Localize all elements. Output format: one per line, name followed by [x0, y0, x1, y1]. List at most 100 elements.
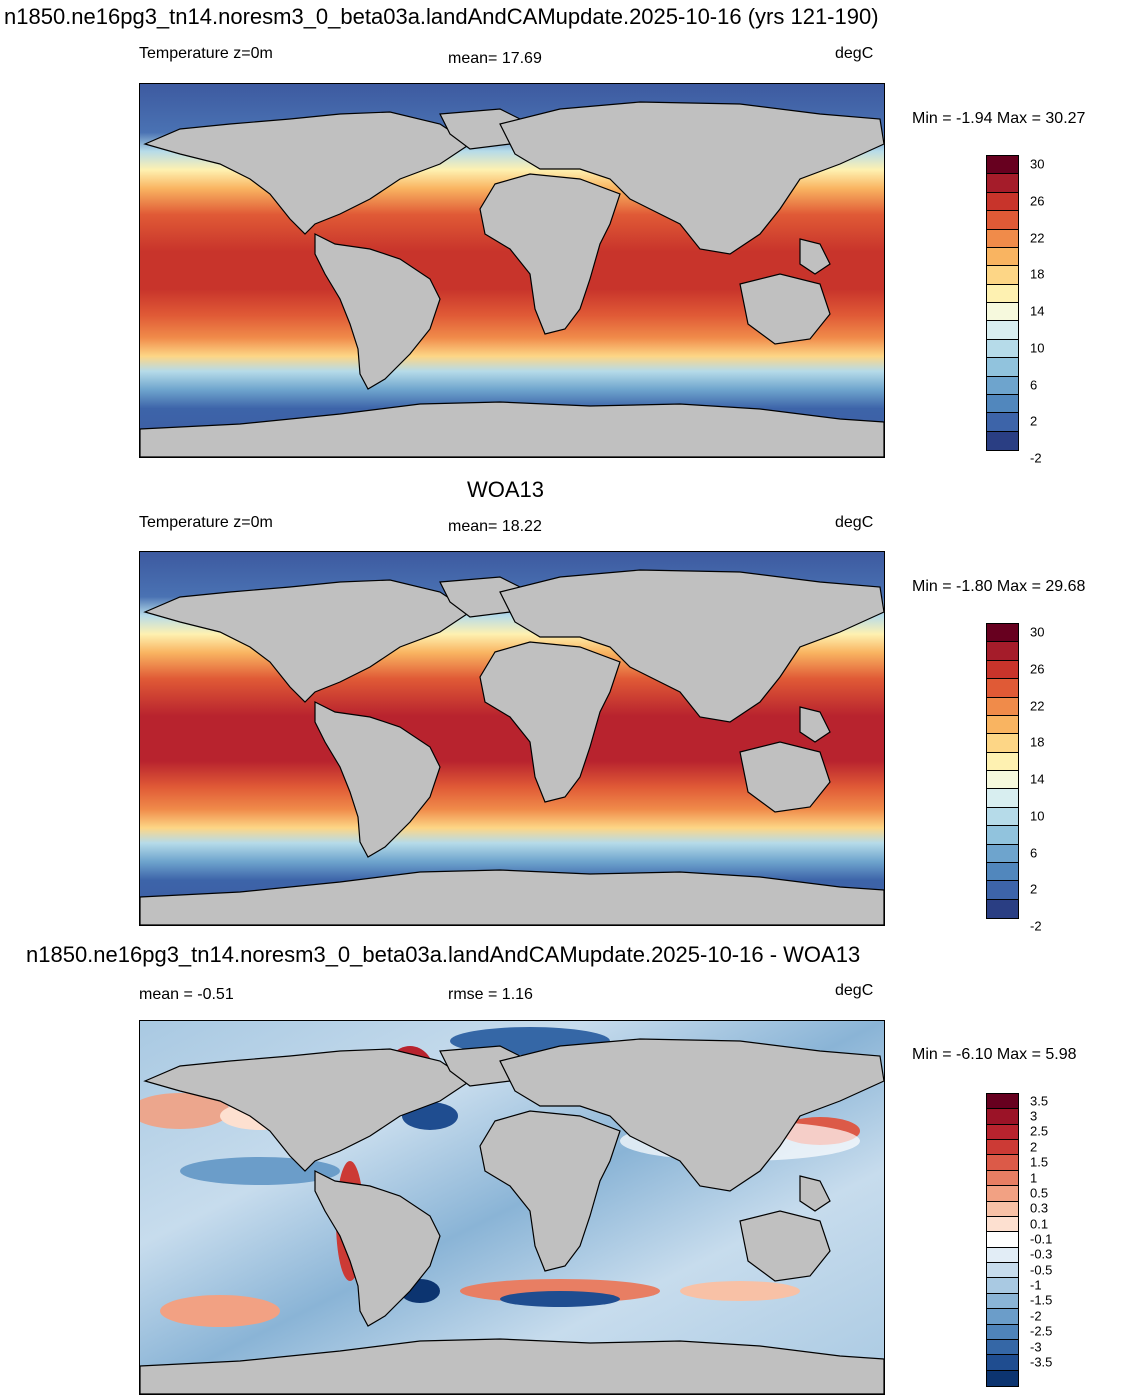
colorbar-swatch: [986, 393, 1019, 414]
colorbar-tick-label: 26: [1030, 661, 1045, 677]
colorbar-swatch: [986, 1308, 1019, 1325]
colorbar-tick-label: -0.5: [1030, 1262, 1053, 1278]
colorbar-swatch: [986, 1185, 1019, 1202]
colorbar-tick-label: 1: [1030, 1170, 1038, 1186]
colorbar-tick-label: 22: [1030, 230, 1045, 246]
colorbar-tick-label: 2: [1030, 1139, 1038, 1155]
colorbar-swatch: [986, 751, 1019, 771]
colorbar-swatch: [986, 861, 1019, 882]
land-masses: [140, 1038, 884, 1394]
panel3-title: n1850.ne16pg3_tn14.noresm3_0_beta03a.lan…: [26, 942, 861, 967]
panel2-variable-label: Temperature z=0m: [139, 514, 273, 531]
colorbar-swatch: [986, 412, 1019, 432]
colorbar-tick-label: 18: [1030, 266, 1045, 282]
colorbar-tick-label: -1: [1030, 1277, 1042, 1293]
colorbar-swatch: [986, 843, 1019, 863]
panel3-mean-label: mean = -0.51: [139, 986, 234, 1003]
panel2-map-svg: [140, 552, 884, 925]
colorbar-swatch: [986, 733, 1019, 753]
colorbar-swatch: [986, 246, 1019, 267]
colorbar-tick-label: -3.5: [1030, 1354, 1053, 1370]
panel3-rmse-label: rmse = 1.16: [448, 986, 533, 1003]
colorbar-tick-label: 2: [1030, 413, 1038, 429]
colorbar-swatch: [986, 1231, 1019, 1248]
colorbar-tick-label: -1.5: [1030, 1292, 1053, 1308]
colorbar-swatch: [986, 1292, 1019, 1310]
colorbar-tick-label: -3: [1030, 1339, 1042, 1355]
panel1-units-label: degC: [835, 45, 874, 62]
figure-title: n1850.ne16pg3_tn14.noresm3_0_beta03a.lan…: [4, 4, 879, 29]
colorbar-swatch: [986, 714, 1019, 735]
colorbar-swatch: [986, 659, 1019, 680]
colorbar-tick-label: 2.5: [1030, 1123, 1049, 1139]
colorbar-swatch: [986, 1093, 1019, 1110]
colorbar-tick-label: -2: [1030, 918, 1042, 934]
colorbar-tick-label: -2.5: [1030, 1323, 1053, 1339]
colorbar-swatch: [986, 880, 1019, 900]
colorbar-swatch: [986, 338, 1019, 359]
colorbar-swatch: [986, 623, 1019, 643]
panel2-title: WOA13: [467, 477, 545, 502]
colorbar-swatch: [986, 1246, 1019, 1264]
panel1-minmax-label: Min = -1.94 Max = 30.27: [912, 110, 1086, 127]
colorbar-tick-label: 0.3: [1030, 1200, 1049, 1216]
colorbar-swatch: [986, 1369, 1019, 1387]
land-masses: [140, 569, 884, 925]
colorbar-tick-label: 30: [1030, 624, 1045, 640]
colorbar-swatch: [986, 191, 1019, 212]
colorbar-swatch: [986, 1354, 1019, 1371]
colorbar-swatch: [986, 1215, 1019, 1233]
colorbar-swatch: [986, 1123, 1019, 1141]
panel2-units-label: degC: [835, 514, 874, 531]
colorbar-tick-label: -0.1: [1030, 1231, 1053, 1247]
colorbar-swatch: [986, 696, 1019, 716]
colorbar-tick-label: 2: [1030, 881, 1038, 897]
colorbar-swatch: [986, 430, 1019, 451]
colorbar-tick-label: 1.5: [1030, 1154, 1049, 1170]
colorbar-swatch: [986, 1169, 1019, 1187]
colorbar-tick-label: -2: [1030, 450, 1042, 466]
colorbar-swatch: [986, 806, 1019, 827]
colorbar-swatch: [986, 155, 1019, 175]
panel3-units-label: degC: [835, 982, 874, 999]
panel1-mean-label: mean= 17.69: [448, 50, 542, 67]
land-masses: [140, 101, 884, 457]
colorbar-swatch: [986, 1108, 1019, 1125]
colorbar-tick-label: 14: [1030, 303, 1045, 319]
colorbar-swatch: [986, 788, 1019, 808]
colorbar-swatch: [986, 375, 1019, 395]
panel2-map: [139, 551, 885, 926]
colorbar-swatch: [986, 770, 1019, 790]
colorbar-swatch: [986, 898, 1019, 919]
colorbar-tick-label: 10: [1030, 808, 1045, 824]
colorbar-swatch: [986, 1139, 1019, 1156]
colorbar-swatch: [986, 1323, 1019, 1340]
colorbar-swatch: [986, 678, 1019, 698]
colorbar-tick-label: 14: [1030, 771, 1045, 787]
colorbar-tick-label: 3.5: [1030, 1093, 1049, 1109]
colorbar-tick-label: 6: [1030, 845, 1038, 861]
colorbar-tick-label: 22: [1030, 698, 1045, 714]
colorbar-tick-label: 18: [1030, 734, 1045, 750]
colorbar-tick-label: -2: [1030, 1308, 1042, 1324]
colorbar-swatch: [986, 283, 1019, 303]
colorbar-swatch: [986, 1262, 1019, 1279]
panel2-minmax-label: Min = -1.80 Max = 29.68: [912, 578, 1086, 595]
colorbar-swatch: [986, 302, 1019, 322]
panel3-minmax-label: Min = -6.10 Max = 5.98: [912, 1046, 1077, 1063]
colorbar-swatch: [986, 320, 1019, 340]
panel3-map: [139, 1020, 885, 1395]
colorbar-swatch: [986, 210, 1019, 230]
colorbar-tick-label: 3: [1030, 1108, 1038, 1124]
panel1-map-svg: [140, 84, 884, 457]
colorbar-tick-label: -0.3: [1030, 1246, 1053, 1262]
colorbar-swatch: [986, 641, 1019, 661]
colorbar-swatch: [986, 1200, 1019, 1217]
panel1-variable-label: Temperature z=0m: [139, 45, 273, 62]
colorbar-swatch: [986, 825, 1019, 845]
colorbar-tick-label: 10: [1030, 340, 1045, 356]
colorbar-swatch: [986, 1277, 1019, 1294]
colorbar-swatch: [986, 265, 1019, 285]
colorbar-swatch: [986, 228, 1019, 248]
colorbar-swatch: [986, 357, 1019, 377]
